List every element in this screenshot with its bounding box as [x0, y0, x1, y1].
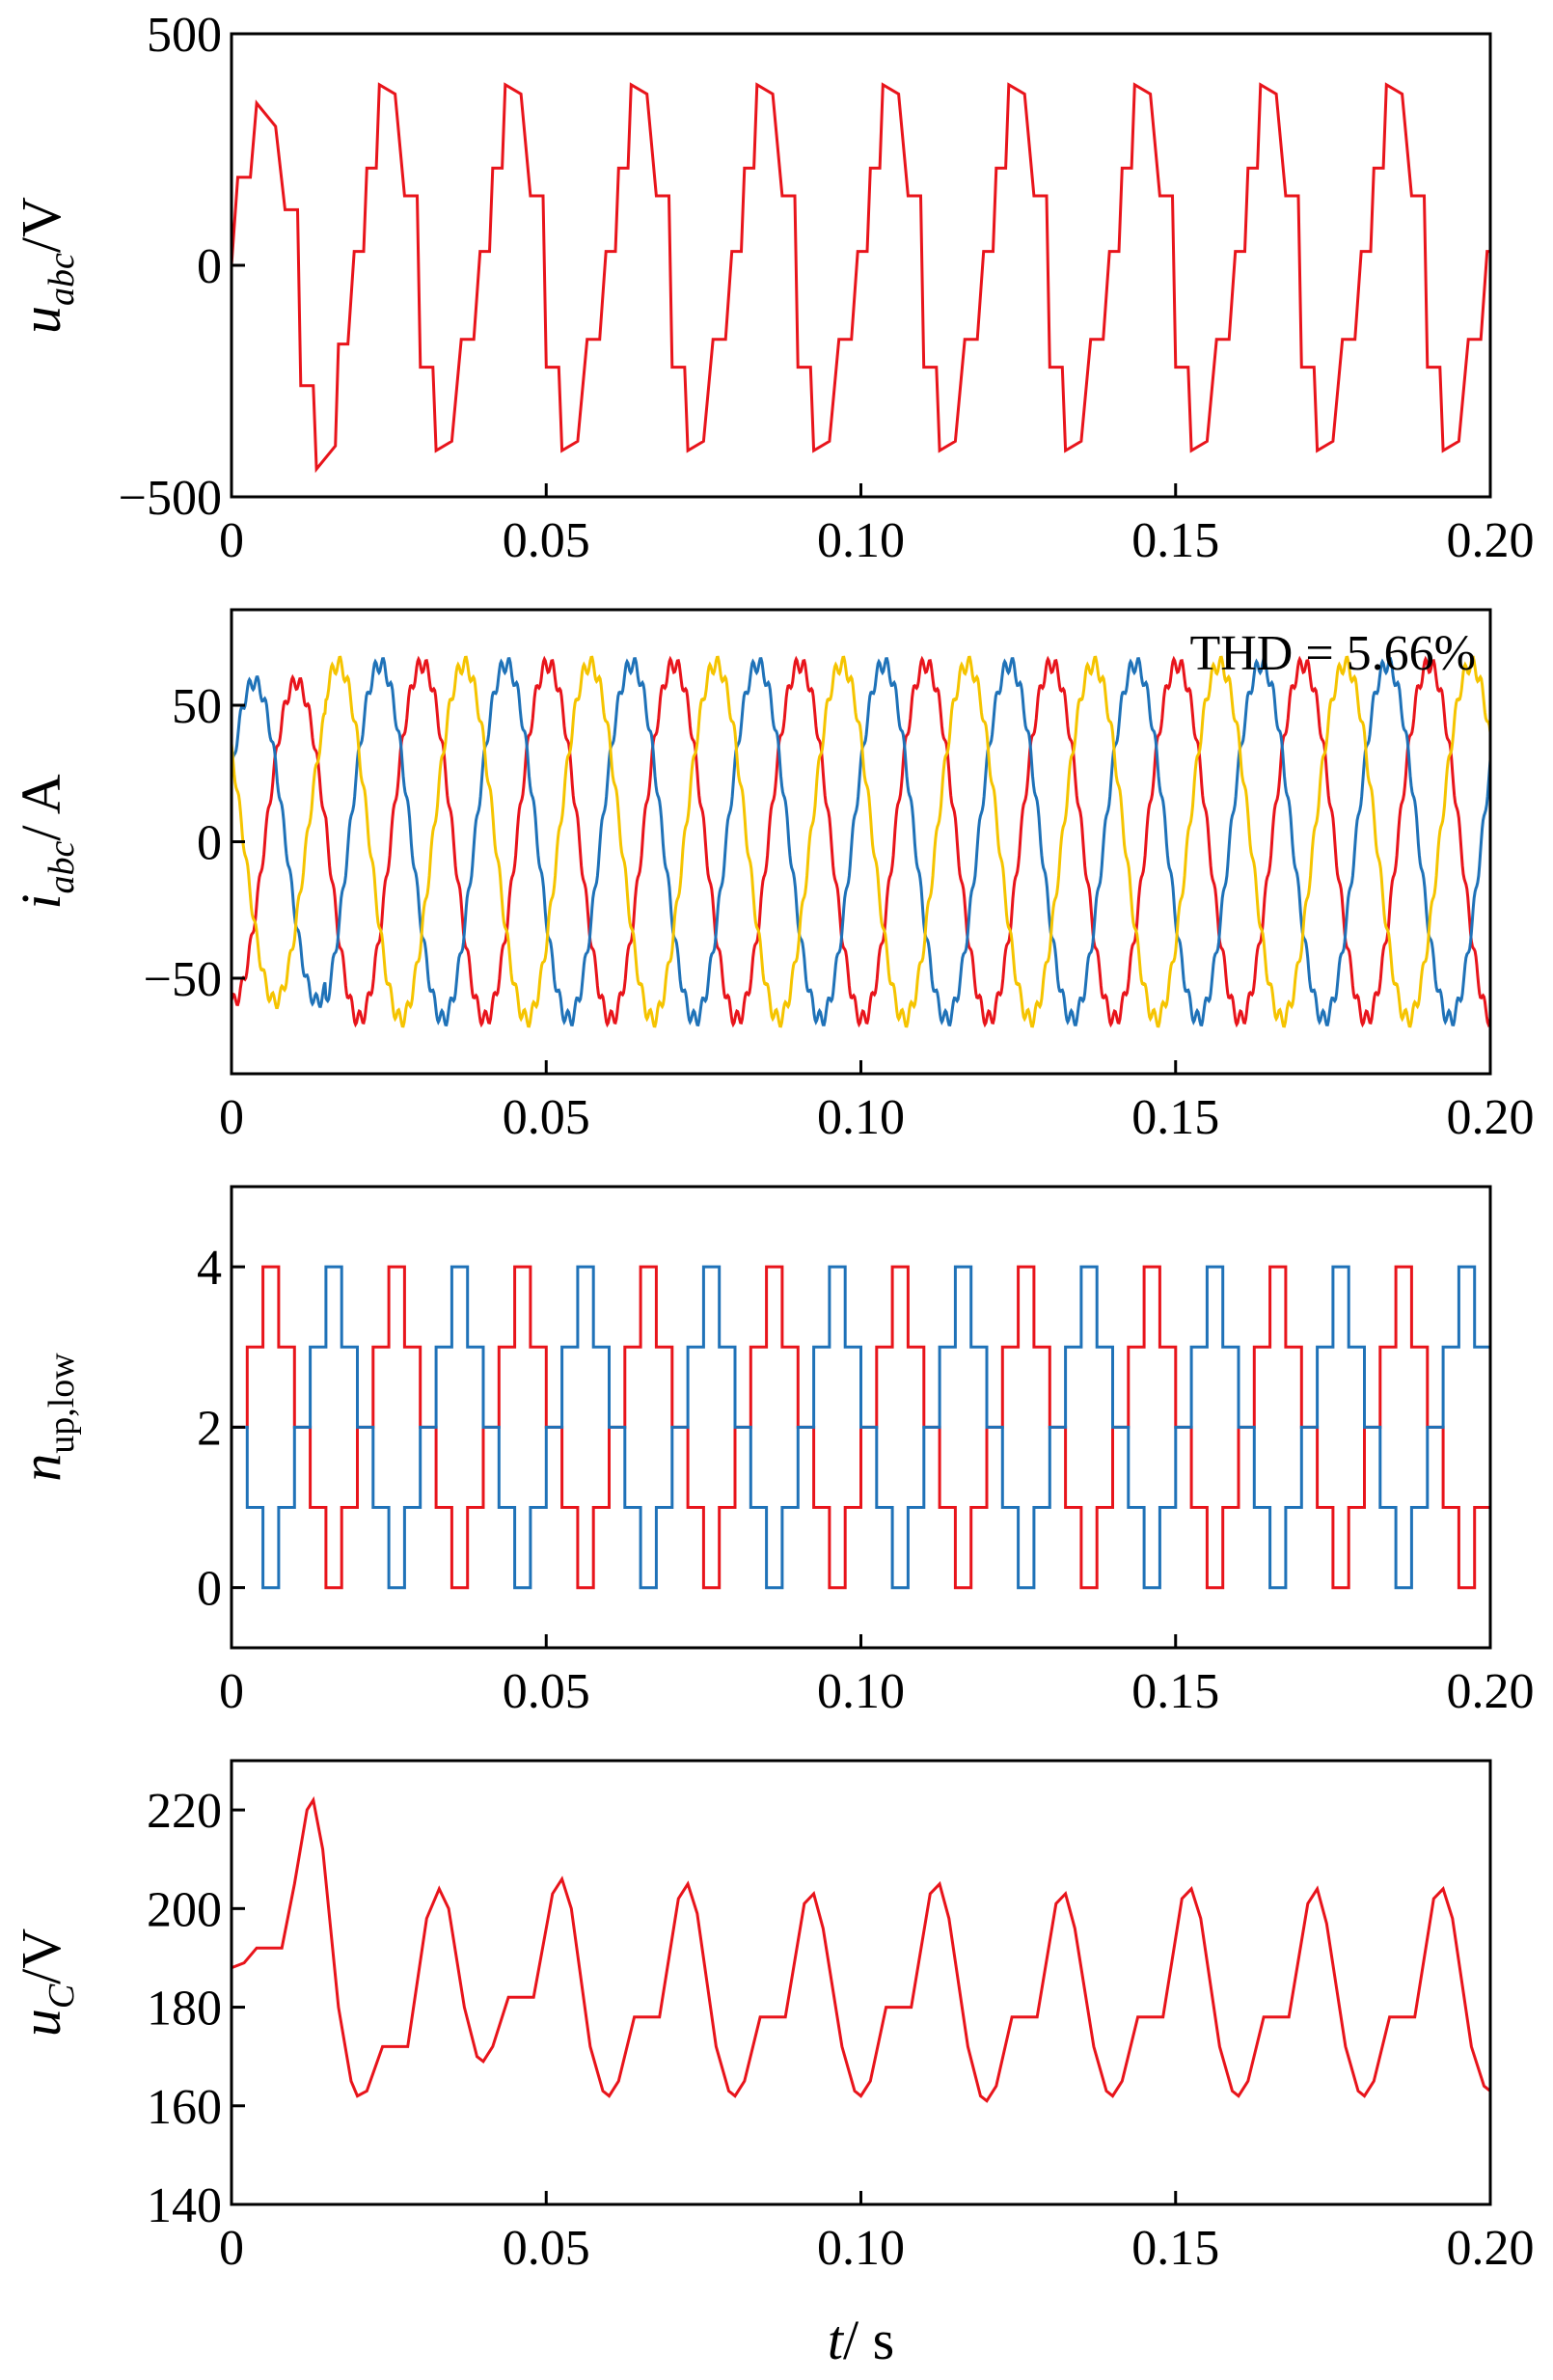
- y-axis-label: uabc/V: [10, 197, 82, 334]
- panel-capacitor: 0 0.05 0.10 0.15 0.20 220 200 180 160 140 uC/V: [10, 1759, 1535, 2276]
- x-tick-label: 0.20: [1447, 2221, 1535, 2276]
- y-tick-label: 0: [197, 816, 222, 871]
- y-tick-label: 220: [147, 1784, 222, 1839]
- y-tick-label: 0: [197, 1562, 222, 1617]
- y-axis-label: iabc/ A: [10, 774, 82, 909]
- x-tick-label: 0: [219, 1664, 244, 1719]
- y-tick-label: 2: [197, 1401, 222, 1456]
- x-axis-label: t/ s: [828, 2309, 894, 2371]
- series-line-blue: [232, 657, 1490, 1026]
- panel-current: 0 0.05 0.10 0.15 0.20 50 0 −50 iabc/ A THD = 5.66…: [10, 608, 1535, 1145]
- y-tick-label: 500: [147, 8, 222, 63]
- x-tick-label: 0.20: [1447, 1664, 1535, 1719]
- x-tick-label: 0.05: [503, 1664, 590, 1719]
- series-group: [232, 1795, 1490, 2103]
- thd-annotation: THD = 5.66%: [1189, 626, 1476, 681]
- x-tick-label: 0.15: [1131, 1090, 1219, 1145]
- y-tick-label: 50: [172, 679, 222, 734]
- series-line-blue: [232, 1265, 1490, 1590]
- y-tick-label: 160: [147, 2080, 222, 2135]
- series-line-red: [232, 1795, 1490, 2103]
- y-tick-label: 180: [147, 1982, 222, 2037]
- series-group: [232, 1265, 1490, 1590]
- plot-frame: [230, 32, 1492, 499]
- panel-submodules: 0 0.05 0.10 0.15 0.20 4 2 0 nup,low: [10, 1185, 1535, 1719]
- x-tick-label: 0.15: [1131, 1664, 1219, 1719]
- x-tick-label: 0.15: [1131, 2221, 1219, 2276]
- y-tick-label: −50: [144, 952, 222, 1007]
- x-tick-label: 0.05: [503, 1090, 590, 1145]
- y-axis-label: uC/V: [10, 1929, 82, 2037]
- x-tick-label: 0.10: [817, 1664, 905, 1719]
- x-tick-label: 0.10: [817, 1090, 905, 1145]
- series-line-red: [232, 655, 1490, 1028]
- x-tick-label: 0: [219, 1090, 244, 1145]
- x-tick-label: 0.20: [1447, 513, 1535, 568]
- y-tick-label: 4: [197, 1241, 222, 1296]
- x-tick-label: 0.20: [1447, 1090, 1535, 1145]
- series-line-yellow: [232, 655, 1490, 1028]
- y-tick-label: 0: [197, 239, 222, 294]
- y-tick-label: 200: [147, 1882, 222, 1937]
- series-group: [232, 655, 1490, 1028]
- series-line-red: [232, 82, 1490, 474]
- x-tick-label: 0.10: [817, 2221, 905, 2276]
- x-tick-label: 0.05: [503, 513, 590, 568]
- y-tick-label: −500: [119, 471, 222, 526]
- x-tick-label: 0: [219, 2221, 244, 2276]
- plot-frame: [230, 1759, 1492, 2206]
- x-tick-label: 0.15: [1131, 513, 1219, 568]
- y-tick-label: 140: [147, 2178, 222, 2233]
- series-group: [232, 82, 1490, 474]
- y-axis-label: nup,low: [10, 1353, 82, 1482]
- x-tick-label: 0.05: [503, 2221, 590, 2276]
- x-tick-label: 0.10: [817, 513, 905, 568]
- x-tick-label: 0: [219, 513, 244, 568]
